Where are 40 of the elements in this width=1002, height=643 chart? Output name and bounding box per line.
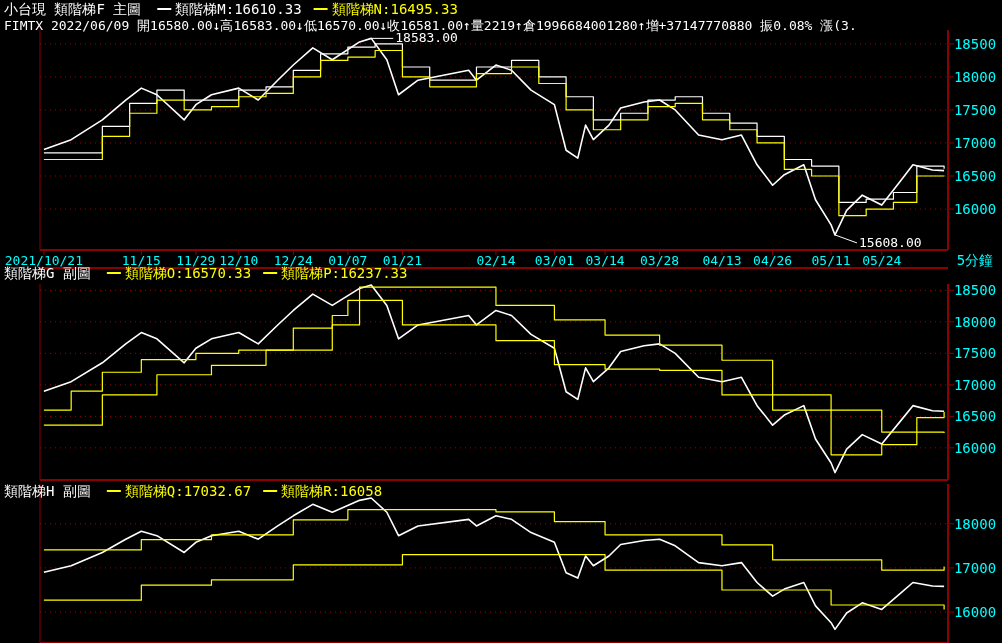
- y-tick-label: 18000: [953, 68, 997, 85]
- x-tick-label: 01/07: [328, 253, 368, 268]
- y-tick-label: 18500: [953, 282, 997, 299]
- x-tick-label: 12/10: [219, 253, 259, 268]
- y-tick-label: 16000: [953, 604, 997, 621]
- y-tick-label: 17500: [953, 101, 997, 118]
- x-tick-label: 2021/10/21: [4, 253, 84, 268]
- y-tick-label: 18000: [953, 313, 997, 330]
- y-tick-label: 17000: [953, 559, 997, 576]
- x-tick-label: 03/28: [640, 253, 680, 268]
- y-tick-label: 18500: [953, 35, 997, 52]
- y-tick-label: 16500: [953, 408, 997, 425]
- x-tick-label: 05/11: [811, 253, 851, 268]
- x-tick-label: 12/24: [273, 253, 314, 268]
- legend-label: 類階梯R:16058: [281, 483, 383, 499]
- chart-subtitle: FIMTX 2022/06/09 開16580.00↓高16583.00↓低16570.00↓收16581.00↑量2219↑倉1996684001280↑增+37147770880 振0.08% 漲(3.: [4, 18, 857, 33]
- y-tick-label: 16500: [953, 168, 997, 185]
- x-tick-label: 03/01: [534, 253, 574, 268]
- x-tick-label: 02/14: [476, 253, 516, 268]
- y-tick-label: 16000: [953, 439, 997, 456]
- x-tick-label: 11/15: [121, 253, 161, 268]
- legend-label: 類階梯N:16495.33: [331, 1, 458, 17]
- x-tick-label: 03/14: [585, 253, 625, 268]
- annotation: 15608.00: [858, 234, 922, 250]
- annotation: 18583.00: [395, 30, 458, 46]
- y-tick-label: 17000: [953, 134, 997, 151]
- y-tick-label: 17500: [953, 345, 997, 362]
- chart-title: 類階梯H 副圖: [4, 483, 91, 499]
- chart-title: 小台現 類階梯F 主圖: [4, 1, 142, 17]
- y-tick-label: 17000: [953, 376, 997, 393]
- legend-label: 類階梯Q:17032.67: [124, 483, 252, 499]
- x-tick-label: 11/29: [176, 253, 216, 268]
- x-tick-label: 05/24: [862, 253, 902, 268]
- x-tick-label: 04/26: [753, 253, 793, 268]
- legend-label: 類階梯M:16610.33: [175, 1, 302, 17]
- x-axis-title: 5分鐘: [956, 252, 994, 268]
- x-tick-label: 01/21: [382, 253, 422, 268]
- x-tick-label: 04/13: [702, 253, 742, 268]
- y-tick-label: 16000: [953, 201, 997, 218]
- y-tick-label: 18000: [953, 515, 997, 532]
